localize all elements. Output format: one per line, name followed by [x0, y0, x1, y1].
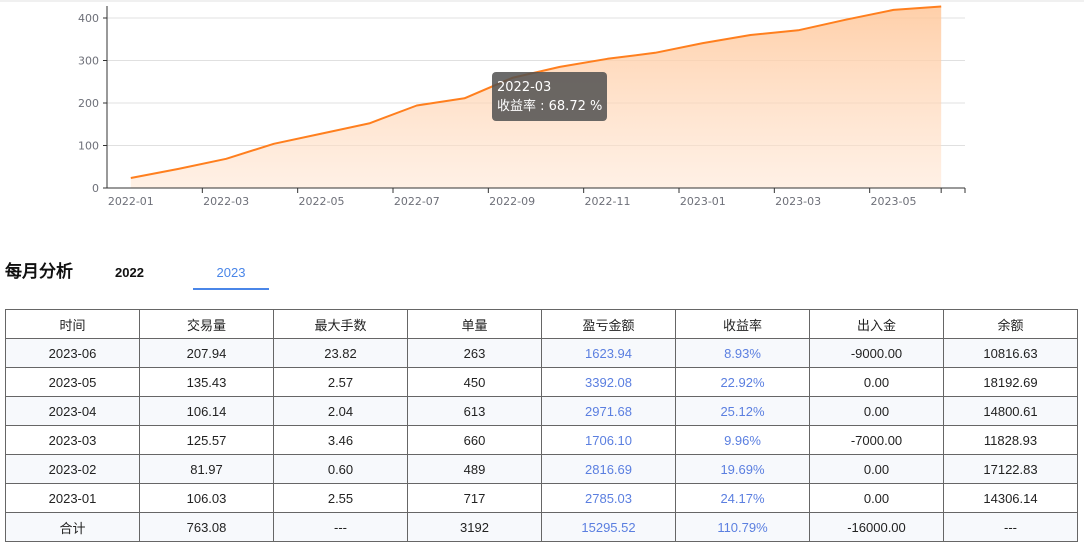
- cell-deposit-withdraw: 0.00: [809, 454, 944, 484]
- svg-text:2023-05: 2023-05: [871, 195, 917, 208]
- cell-volume: 207.94: [139, 338, 274, 368]
- cell-deposit-withdraw: -9000.00: [809, 338, 944, 368]
- cell-volume: 135.43: [139, 367, 274, 397]
- cell-balance: 10816.63: [943, 338, 1078, 368]
- svg-text:2023-03: 2023-03: [775, 195, 821, 208]
- svg-text:2022-05: 2022-05: [299, 195, 345, 208]
- cell-balance: 14306.14: [943, 483, 1078, 513]
- cell-max-lots: 0.60: [273, 454, 408, 484]
- cell-return-rate: 9.96%: [675, 425, 810, 455]
- cell-volume: 81.97: [139, 454, 274, 484]
- cell-orders: 717: [407, 483, 542, 513]
- cell-pnl: 2971.68: [541, 396, 676, 426]
- cell-balance: 11828.93: [943, 425, 1078, 455]
- svg-text:100: 100: [78, 140, 99, 153]
- svg-text:200: 200: [78, 97, 99, 110]
- table-total-row: 合计 763.08 --- 3192 15295.52 110.79% -160…: [5, 512, 1078, 542]
- cell-orders: 263: [407, 338, 542, 368]
- cell-pnl: 1706.10: [541, 425, 676, 455]
- cell-deposit-withdraw: 0.00: [809, 367, 944, 397]
- cell-volume: 125.57: [139, 425, 274, 455]
- cell-pnl: 3392.08: [541, 367, 676, 397]
- cell-pnl: 2816.69: [541, 454, 676, 484]
- tab-2022[interactable]: 2022: [115, 265, 144, 280]
- svg-text:2022-01: 2022-01: [108, 195, 154, 208]
- col-header-orders: 单量: [407, 309, 542, 339]
- cell-total-orders: 3192: [407, 512, 542, 542]
- col-header-max-lots: 最大手数: [273, 309, 408, 339]
- cell-max-lots: 2.57: [273, 367, 408, 397]
- svg-text:2023-01: 2023-01: [680, 195, 726, 208]
- cell-return-rate: 19.69%: [675, 454, 810, 484]
- cell-pnl: 1623.94: [541, 338, 676, 368]
- cell-deposit-withdraw: 0.00: [809, 483, 944, 513]
- table-row: 2023-06 207.94 23.82 263 1623.94 8.93% -…: [5, 338, 1078, 368]
- cell-total-max-lots: ---: [273, 512, 408, 542]
- cell-total-deposit-withdraw: -16000.00: [809, 512, 944, 542]
- svg-text:2022-11: 2022-11: [585, 195, 631, 208]
- cell-volume: 106.03: [139, 483, 274, 513]
- cell-max-lots: 23.82: [273, 338, 408, 368]
- cell-balance: 17122.83: [943, 454, 1078, 484]
- cell-pnl: 2785.03: [541, 483, 676, 513]
- table-row: 2023-02 81.97 0.60 489 2816.69 19.69% 0.…: [5, 454, 1078, 484]
- cell-orders: 489: [407, 454, 542, 484]
- cell-volume: 106.14: [139, 396, 274, 426]
- cell-balance: 18192.69: [943, 367, 1078, 397]
- col-header-time: 时间: [5, 309, 140, 339]
- table-header-row: 时间 交易量 最大手数 单量 盈亏金额 收益率 出入金 余额: [5, 309, 1078, 339]
- svg-text:2022-09: 2022-09: [489, 195, 535, 208]
- monthly-analysis-header: 每月分析 2022 2023: [5, 258, 269, 292]
- cell-balance: 14800.61: [943, 396, 1078, 426]
- cell-deposit-withdraw: 0.00: [809, 396, 944, 426]
- cell-orders: 450: [407, 367, 542, 397]
- cell-deposit-withdraw: -7000.00: [809, 425, 944, 455]
- cell-max-lots: 3.46: [273, 425, 408, 455]
- cell-orders: 613: [407, 396, 542, 426]
- table-row: 2023-01 106.03 2.55 717 2785.03 24.17% 0…: [5, 483, 1078, 513]
- cell-total-pnl: 15295.52: [541, 512, 676, 542]
- cell-total-return-rate: 110.79%: [675, 512, 810, 542]
- table-row: 2023-03 125.57 3.46 660 1706.10 9.96% -7…: [5, 425, 1078, 455]
- cell-total-volume: 763.08: [139, 512, 274, 542]
- cell-return-rate: 22.92%: [675, 367, 810, 397]
- section-title: 每月分析: [5, 262, 73, 281]
- cell-max-lots: 2.04: [273, 396, 408, 426]
- svg-text:400: 400: [78, 12, 99, 25]
- cell-total-label: 合计: [5, 512, 140, 542]
- cell-total-balance: ---: [943, 512, 1078, 542]
- cell-orders: 660: [407, 425, 542, 455]
- svg-text:2022-03: 2022-03: [203, 195, 249, 208]
- tooltip-value: 收益率 : 68.72 %: [497, 99, 603, 114]
- svg-text:300: 300: [78, 55, 99, 68]
- col-header-deposit-withdraw: 出入金: [809, 309, 944, 339]
- svg-text:2022-07: 2022-07: [394, 195, 440, 208]
- cell-time: 2023-02: [5, 454, 140, 484]
- table-row: 2023-05 135.43 2.57 450 3392.08 22.92% 0…: [5, 367, 1078, 397]
- cell-time: 2023-05: [5, 367, 140, 397]
- col-header-pnl: 盈亏金额: [541, 309, 676, 339]
- year-tabs: 2022 2023: [105, 258, 269, 290]
- cell-max-lots: 2.55: [273, 483, 408, 513]
- col-header-balance: 余额: [943, 309, 1078, 339]
- cell-time: 2023-03: [5, 425, 140, 455]
- col-header-return-rate: 收益率: [675, 309, 810, 339]
- cell-return-rate: 25.12%: [675, 396, 810, 426]
- tooltip-title: 2022-03: [497, 80, 552, 95]
- cell-time: 2023-01: [5, 483, 140, 513]
- monthly-table: 时间 交易量 最大手数 单量 盈亏金额 收益率 出入金 余额 2023-06 2…: [5, 309, 1078, 542]
- table-row: 2023-04 106.14 2.04 613 2971.68 25.12% 0…: [5, 396, 1078, 426]
- cell-return-rate: 8.93%: [675, 338, 810, 368]
- chart-tooltip: 2022-03 收益率 : 68.72 %: [492, 72, 608, 121]
- cell-return-rate: 24.17%: [675, 483, 810, 513]
- svg-text:0: 0: [92, 182, 99, 195]
- cell-time: 2023-04: [5, 396, 140, 426]
- top-divider: [0, 0, 1084, 2]
- tab-2023[interactable]: 2023: [193, 258, 269, 290]
- cell-time: 2023-06: [5, 338, 140, 368]
- col-header-volume: 交易量: [139, 309, 274, 339]
